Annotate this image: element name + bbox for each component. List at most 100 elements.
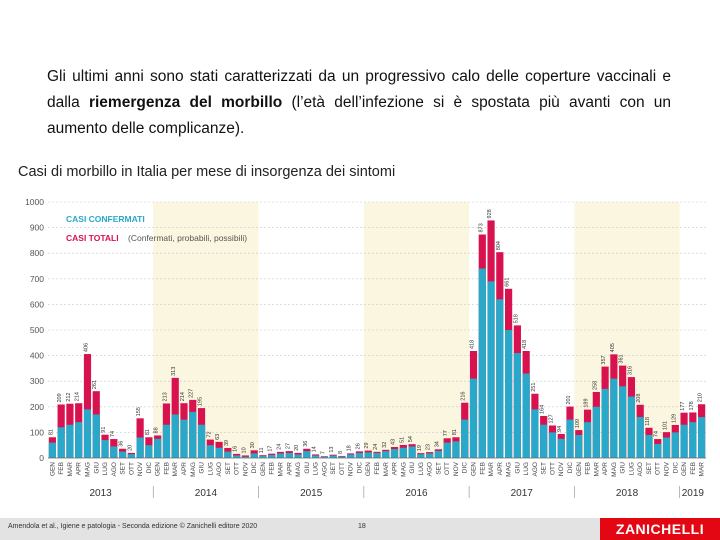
bar-confirmed (522, 373, 530, 458)
bar-confirmed (75, 422, 83, 458)
bar-confirmed (276, 453, 285, 458)
data-label: 213 (162, 392, 168, 401)
month-tick-label: MAR (488, 462, 495, 477)
bar-confirmed (636, 417, 644, 458)
bar-confirmed (83, 409, 92, 458)
bar-confirmed (505, 330, 513, 458)
month-tick-label: APR (181, 462, 188, 476)
bar-confirmed (680, 424, 688, 458)
month-tick-label: LUG (628, 462, 635, 475)
data-label: 63 (215, 434, 221, 440)
month-tick-label: SET (541, 462, 548, 475)
month-tick-label: MAR (699, 462, 706, 477)
bar-confirmed (469, 378, 478, 458)
data-label: 81 (145, 429, 151, 435)
bar-confirmed (189, 411, 197, 458)
data-label: 81 (452, 429, 458, 435)
month-tick-label: GEN (365, 462, 372, 476)
month-tick-label: APR (76, 462, 83, 476)
month-tick-label: MAR (67, 462, 74, 477)
year-label: 2016 (405, 488, 428, 499)
year-label: 2017 (511, 488, 534, 499)
month-tick-label: GEN (260, 462, 267, 476)
bar-confirmed (127, 454, 135, 458)
month-tick-label: AGO (637, 462, 644, 476)
data-label: 201 (566, 395, 572, 404)
measles-bar-chart: 0 100 200 300 400 500 600 700 800 900 1000 81 209 212… (25, 197, 706, 499)
data-label: 357 (601, 355, 607, 364)
month-tick-label: MAR (383, 462, 390, 477)
month-tick-label: LUG (102, 462, 109, 475)
year-label: 2013 (90, 488, 113, 499)
bar-confirmed (162, 424, 171, 458)
month-tick-label: AGO (321, 462, 328, 476)
bar-confirmed (347, 454, 355, 458)
bar-confirmed (171, 414, 179, 458)
bar-confirmed (654, 443, 662, 458)
y-tick-label: 500 (30, 325, 44, 335)
year-label: 2019 (682, 488, 705, 499)
data-label: 13 (329, 447, 335, 453)
data-label: 20 (127, 445, 133, 451)
data-label: 11 (259, 447, 265, 453)
data-label: 7 (320, 451, 326, 454)
data-label: 24 (276, 444, 282, 450)
month-tick-label: MAG (506, 462, 513, 477)
month-tick-label: AGO (427, 462, 434, 476)
month-tick-label: DIC (356, 462, 363, 474)
data-label: 24 (373, 444, 379, 450)
data-label: 518 (513, 314, 519, 323)
data-label: 16 (233, 446, 239, 452)
bar-confirmed (698, 417, 706, 458)
bar-confirmed (531, 409, 539, 458)
bar-confirmed (592, 406, 600, 458)
year-label: 2018 (616, 488, 639, 499)
bar-confirmed (487, 281, 495, 458)
data-label: 227 (189, 389, 195, 398)
month-tick-label: GIU (199, 462, 206, 474)
data-label: 18 (347, 445, 353, 451)
month-tick-label: SET (646, 462, 653, 475)
data-label: 208 (636, 394, 642, 403)
data-label: 195 (198, 397, 204, 406)
bar-confirmed (434, 450, 443, 458)
month-tick-label: FEB (163, 462, 170, 475)
month-tick-label: DIC (567, 462, 574, 474)
month-tick-label: LUG (523, 462, 530, 475)
data-label: 127 (548, 414, 554, 423)
bar-confirmed (110, 446, 118, 458)
data-label: 261 (92, 380, 98, 389)
data-label: 361 (619, 354, 625, 363)
month-tick-label: OTT (234, 462, 241, 475)
legend-confirmed: CASI CONFERMATI (66, 214, 145, 224)
data-label: 36 (303, 441, 309, 447)
month-tick-label: GEN (49, 462, 56, 476)
month-tick-label: GIU (304, 462, 311, 474)
data-label: 14 (312, 446, 318, 452)
data-label: 43 (391, 439, 397, 445)
intro-text-2: (l’età dell’infezione si è spostata più … (47, 94, 672, 137)
data-label: 216 (461, 392, 467, 401)
bar-confirmed (399, 447, 407, 458)
month-tick-label: OTT (655, 462, 662, 475)
month-tick-label: MAR (172, 462, 179, 477)
data-label: 26 (355, 443, 361, 449)
data-label: 29 (364, 442, 370, 448)
month-tick-label: MAG (190, 462, 197, 477)
month-tick-label: GIU (514, 462, 521, 474)
month-tick-label: FEB (374, 462, 381, 475)
bar-confirmed (303, 451, 311, 458)
bar-confirmed (513, 353, 521, 458)
y-tick-label: 600 (30, 299, 44, 309)
bar-confirmed (390, 449, 399, 458)
data-label: 178 (689, 401, 695, 410)
bar-confirmed (145, 445, 153, 458)
month-tick-label: NOV (137, 461, 144, 476)
data-label: 418 (470, 340, 476, 349)
bar-confirmed (338, 456, 346, 458)
data-label: 17 (268, 446, 274, 452)
month-tick-label: GEN (155, 462, 162, 476)
data-label: 177 (680, 402, 686, 411)
data-label: 8 (338, 451, 344, 454)
month-tick-label: SET (435, 462, 442, 475)
